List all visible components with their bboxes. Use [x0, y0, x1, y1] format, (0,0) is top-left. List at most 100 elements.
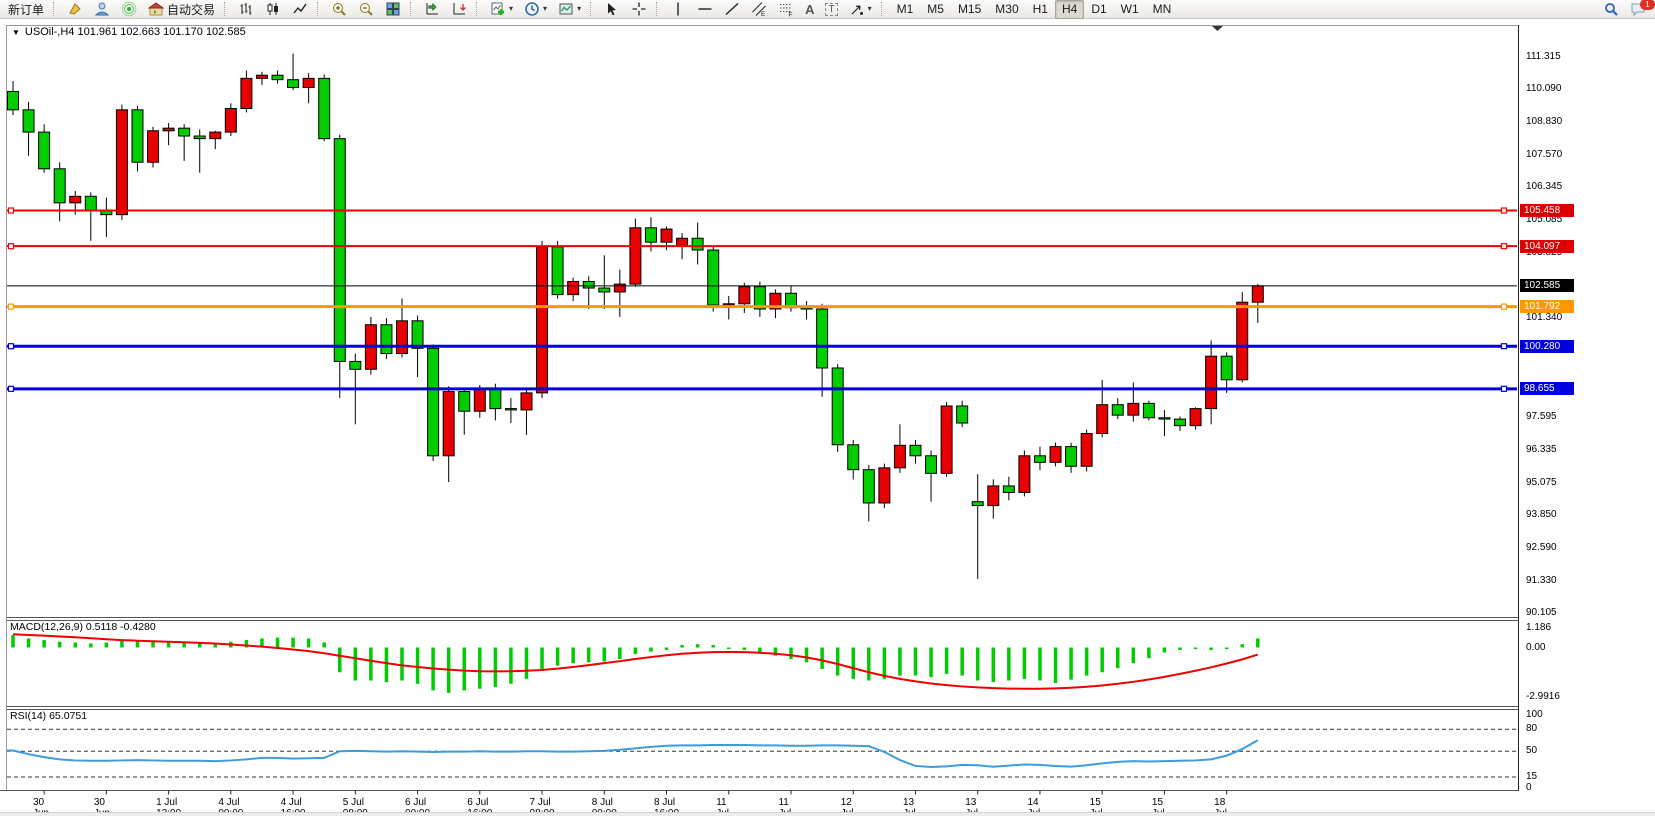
- timeframe-m5-button[interactable]: M5: [927, 2, 944, 16]
- chart-shift-icon: [451, 1, 467, 17]
- text-icon: A: [805, 1, 815, 17]
- text-button[interactable]: A: [800, 0, 819, 19]
- chart-title-bar[interactable]: ▼ USOil-,H4 101.961 102.663 101.170 102.…: [12, 26, 246, 38]
- trader-icon: [94, 1, 110, 17]
- toolbar-grip: [410, 2, 415, 16]
- zoom-out-button[interactable]: [353, 0, 379, 19]
- price-axis-label: 96.335: [1526, 443, 1557, 455]
- chart-menu-caret-icon[interactable]: ▼: [12, 27, 20, 37]
- search-button[interactable]: [1598, 0, 1624, 19]
- price-axis-label: 110.090: [1526, 83, 1562, 95]
- bar-chart-button[interactable]: [233, 0, 259, 19]
- toolbar: 新订单 自动交易: [0, 0, 1655, 19]
- new-order-button[interactable]: 新订单: [3, 0, 49, 19]
- shapes-button[interactable]: ▾: [844, 0, 877, 19]
- crosshair-button[interactable]: [626, 0, 652, 19]
- timeframe-group: M1 M5 M15 M30 H1 H4 D1 W1 MN: [890, 0, 1179, 19]
- toolbar-grip: [53, 2, 58, 16]
- price-badge-100.280: 100.280: [1520, 339, 1574, 353]
- fibonacci-button[interactable]: F: [773, 0, 799, 19]
- trendline-icon: [724, 1, 740, 17]
- price-axis-label: 92.590: [1526, 541, 1557, 553]
- signal-button[interactable]: [116, 0, 142, 19]
- vertical-line-button[interactable]: [665, 0, 691, 19]
- toolbar-grip: [224, 2, 229, 16]
- price-badge-104.097: 104.097: [1520, 239, 1574, 253]
- price-badge-101.792: 101.792: [1520, 300, 1574, 314]
- candlestick-button[interactable]: [260, 0, 286, 19]
- vertical-line-icon: [670, 1, 686, 17]
- trendline-button[interactable]: [719, 0, 745, 19]
- price-axis-label: 95.075: [1526, 476, 1557, 488]
- line-chart-button[interactable]: [287, 0, 313, 19]
- chart-shift-button[interactable]: [446, 0, 472, 19]
- price-axis-label: 106.345: [1526, 181, 1563, 193]
- shapes-caret-icon: ▾: [867, 4, 872, 13]
- cursor-button[interactable]: [599, 0, 625, 19]
- macd-indicator-label: MACD(12,26,9) 0.5118 -0.4280: [10, 621, 156, 633]
- indicators-caret-icon: ▾: [509, 4, 514, 13]
- label-icon: T: [825, 2, 838, 16]
- tile-windows-button[interactable]: [380, 0, 406, 19]
- price-axis-label: 103.825: [1526, 247, 1563, 259]
- horizontal-line-icon: [697, 1, 713, 17]
- new-order-label: 新订单: [8, 2, 45, 17]
- autoscroll-button[interactable]: [419, 0, 445, 19]
- chat-button[interactable]: 1: [1625, 0, 1655, 19]
- macd-axis-label: 0.00: [1526, 641, 1546, 653]
- autotrade-icon: [148, 1, 165, 17]
- templates-button[interactable]: ▾: [553, 0, 586, 19]
- auto-trading-label: 自动交易: [167, 2, 216, 17]
- timeframe-w1-button[interactable]: W1: [1120, 2, 1139, 16]
- periods-caret-icon: ▾: [543, 4, 548, 13]
- zoom-in-button[interactable]: [326, 0, 352, 19]
- bar-chart-icon: [238, 1, 254, 17]
- rsi-indicator-label: RSI(14) 65.0751: [10, 710, 88, 722]
- clock-icon: [524, 1, 540, 17]
- add-indicator-icon: [490, 1, 506, 17]
- search-icon: [1603, 1, 1619, 17]
- horizontal-line-button[interactable]: [692, 0, 718, 19]
- auto-trading-button[interactable]: 自动交易: [143, 0, 220, 19]
- price-axis[interactable]: 111.315 110.090 108.830 107.570 106.345 105.0…: [1519, 19, 1655, 816]
- candlestick-icon: [265, 1, 281, 17]
- autoscroll-icon: [424, 1, 440, 17]
- rsi-axis-label: 0: [1526, 782, 1532, 793]
- note-icon: [67, 1, 83, 17]
- timeframe-h1-button[interactable]: H1: [1032, 2, 1048, 16]
- timeframe-m30-button[interactable]: M30: [995, 2, 1019, 16]
- zoom-out-icon: [358, 1, 374, 17]
- channel-icon: E: [751, 1, 767, 17]
- timeframe-mn-button[interactable]: MN: [1152, 2, 1172, 16]
- rsi-axis-label: 100: [1526, 708, 1543, 720]
- channel-button[interactable]: E: [746, 0, 772, 19]
- note-button[interactable]: [62, 0, 88, 19]
- price-axis-label: 93.850: [1526, 508, 1557, 520]
- chart-title: USOil-,H4 101.961 102.663 101.170 102.58…: [24, 26, 246, 38]
- timeframe-m1-button[interactable]: M1: [896, 2, 914, 16]
- price-axis-label: 111.315: [1526, 51, 1561, 62]
- line-chart-icon: [292, 1, 308, 17]
- tile-windows-icon: [385, 1, 401, 17]
- toolbar-grip: [590, 2, 595, 16]
- chart-window: ▼ USOil-,H4 101.961 102.663 101.170 102.…: [0, 19, 1655, 816]
- price-axis-label: 107.570: [1526, 149, 1563, 161]
- macd-axis-label: 1.186: [1526, 621, 1552, 633]
- timeframe-m15-button[interactable]: M15: [957, 2, 982, 16]
- timeframe-d1-button[interactable]: D1: [1091, 2, 1107, 16]
- toolbar-grip: [880, 2, 886, 16]
- indicators-button[interactable]: ▾: [485, 0, 518, 19]
- price-badge-102.585: 102.585: [1520, 279, 1574, 293]
- channel-glyph: E: [761, 11, 766, 17]
- trader-button[interactable]: [89, 0, 115, 19]
- toolbar-grip: [476, 2, 481, 16]
- crosshair-icon: [631, 1, 647, 17]
- chart-canvas[interactable]: [0, 19, 1655, 816]
- label-button[interactable]: T: [820, 0, 842, 19]
- timeframe-h4-button[interactable]: H4: [1054, 0, 1085, 19]
- price-axis-label: 91.330: [1526, 574, 1557, 586]
- rsi-axis-label: 15: [1526, 770, 1538, 782]
- price-axis-label: 105.085: [1526, 214, 1563, 226]
- periods-button[interactable]: ▾: [519, 0, 552, 19]
- fibonacci-icon: F: [778, 1, 794, 17]
